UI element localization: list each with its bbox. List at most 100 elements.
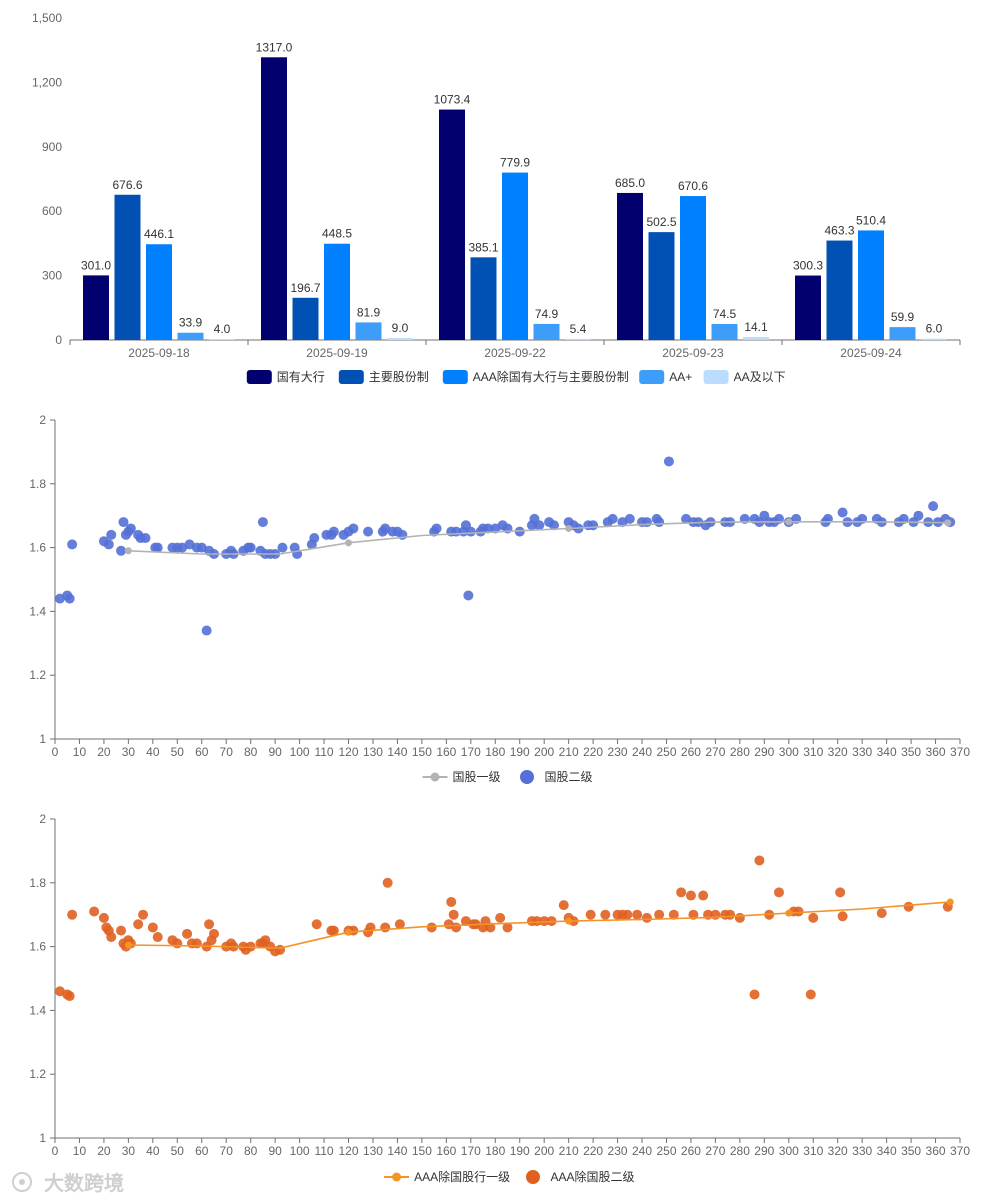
x-tick-label: 240 xyxy=(632,1144,652,1158)
bar xyxy=(858,230,884,340)
x-tick-label: 280 xyxy=(730,745,750,759)
bar xyxy=(921,338,947,340)
legend-label: AAA除国股二级 xyxy=(551,1169,635,1184)
legend-label: 国股一级 xyxy=(453,770,501,784)
scatter-point xyxy=(106,529,117,540)
x-tick-label: 270 xyxy=(705,745,725,759)
x-tick-label: 290 xyxy=(754,1144,774,1158)
bar xyxy=(711,324,738,340)
bar-data-label: 446.1 xyxy=(144,227,174,241)
scatter-point xyxy=(539,916,550,927)
scatter-point xyxy=(64,991,75,1002)
x-tick-label: 2025-09-22 xyxy=(484,346,546,360)
x-tick-label: 2025-09-24 xyxy=(840,346,902,360)
x-tick-label: 110 xyxy=(314,745,333,759)
bar xyxy=(324,243,350,340)
x-tick-label: 200 xyxy=(534,1144,554,1158)
scatter-point xyxy=(835,887,846,898)
y-tick-label: 900 xyxy=(42,140,62,154)
x-tick-label: 2025-09-18 xyxy=(128,346,190,360)
x-tick-label: 40 xyxy=(146,1144,160,1158)
scatter-point xyxy=(431,523,442,534)
x-tick-label: 310 xyxy=(803,745,823,759)
line-point xyxy=(946,898,954,906)
x-tick-label: 150 xyxy=(412,745,432,759)
x-tick-label: 190 xyxy=(510,1144,530,1158)
scatter-point xyxy=(754,855,765,866)
scatter-point xyxy=(495,912,506,923)
bar xyxy=(743,336,769,340)
scatter-point xyxy=(125,523,136,534)
bar xyxy=(114,194,141,340)
bar-data-label: 463.3 xyxy=(824,224,854,238)
x-tick-label: 350 xyxy=(901,1144,921,1158)
scatter-point xyxy=(426,922,437,933)
x-tick-label: 230 xyxy=(608,745,628,759)
line-point xyxy=(565,524,573,532)
bar-data-label: 300.3 xyxy=(793,259,823,273)
bar-data-label: 5.4 xyxy=(570,322,587,336)
x-tick-label: 210 xyxy=(559,745,579,759)
scatter-point xyxy=(548,520,559,531)
bar-data-label: 4.0 xyxy=(214,322,231,336)
scatter-point xyxy=(182,928,193,939)
legend-marker xyxy=(520,770,534,784)
scatter-point xyxy=(588,520,599,531)
legend-item[interactable]: AAA除国股行一级 xyxy=(384,1169,510,1184)
legend-marker xyxy=(430,772,440,782)
x-tick-label: 370 xyxy=(950,745,970,759)
scatter-point xyxy=(903,901,914,912)
legend-item[interactable]: 国股二级 xyxy=(520,770,593,784)
x-tick-label: 10 xyxy=(73,1144,87,1158)
bar-data-label: 81.9 xyxy=(357,305,381,319)
line-point xyxy=(345,928,353,936)
x-tick-label: 110 xyxy=(314,1144,333,1158)
bar xyxy=(83,275,109,340)
scatter-point xyxy=(622,909,633,920)
bar-data-label: 685.0 xyxy=(615,176,645,190)
scatter-point xyxy=(502,922,513,933)
scatter-point xyxy=(485,922,496,933)
x-tick-label: 270 xyxy=(705,1144,725,1158)
legend-item[interactable]: 主要股份制 xyxy=(338,370,429,384)
scatter-point xyxy=(394,919,405,930)
scatter-point xyxy=(837,507,848,518)
line-point xyxy=(944,519,952,527)
x-tick-label: 180 xyxy=(485,1144,505,1158)
scatter-point xyxy=(774,887,784,898)
legend-label: AA及以下 xyxy=(734,370,786,384)
scatter-point xyxy=(106,932,117,943)
bar-data-label: 196.7 xyxy=(290,281,320,295)
bar-data-label: 6.0 xyxy=(926,322,943,336)
legend-item[interactable]: AA+ xyxy=(639,370,692,384)
bar xyxy=(177,332,204,340)
scatter-point xyxy=(257,517,268,528)
bar xyxy=(680,196,706,340)
y-tick-label: 1.6 xyxy=(29,940,46,954)
x-tick-label: 240 xyxy=(632,745,652,759)
legend-item[interactable]: AAA除国有大行与主要股份制 xyxy=(442,369,629,384)
x-tick-label: 250 xyxy=(656,745,676,759)
bar-data-label: 59.9 xyxy=(891,310,915,324)
scatter-point xyxy=(116,545,127,556)
legend-item[interactable]: AA及以下 xyxy=(703,370,786,384)
legend-item[interactable]: AAA除国股二级 xyxy=(526,1169,635,1184)
x-tick-label: 170 xyxy=(461,1144,481,1158)
x-tick-label: 140 xyxy=(387,745,407,759)
scatter-point xyxy=(118,517,129,528)
y-tick-label: 600 xyxy=(42,204,62,218)
bar-data-label: 1317.0 xyxy=(256,40,293,54)
scatter-point xyxy=(654,517,665,528)
legend-item[interactable]: 国有大行 xyxy=(246,370,325,384)
legend-swatch xyxy=(338,370,364,384)
scatter-point xyxy=(654,909,665,920)
bar xyxy=(470,257,497,340)
scatter-point xyxy=(676,887,687,898)
legend-item[interactable]: 国股一级 xyxy=(422,770,501,784)
y-tick-label: 1 xyxy=(39,732,46,746)
bar-data-label: 74.5 xyxy=(713,307,737,321)
x-tick-label: 260 xyxy=(681,745,701,759)
x-tick-label: 210 xyxy=(559,1144,579,1158)
line-point xyxy=(124,941,132,949)
